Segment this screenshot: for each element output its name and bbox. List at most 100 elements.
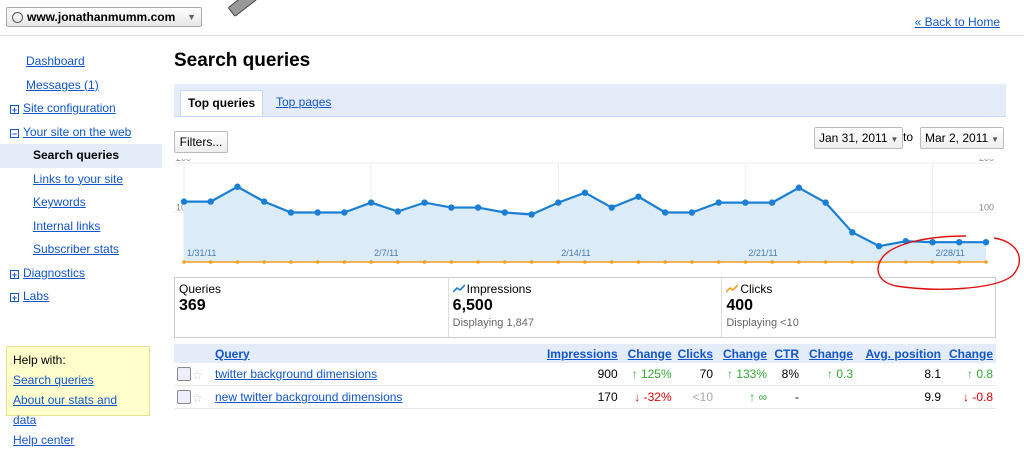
- query-cell[interactable]: new twitter background dimensions: [212, 385, 544, 409]
- impressions-point: [555, 199, 562, 206]
- col-clicks-change[interactable]: Change: [716, 344, 770, 363]
- sidebar-item-subscriber-stats[interactable]: Subscriber stats: [0, 238, 162, 262]
- table-header-row: Query Impressions Change Clicks Change C…: [174, 344, 996, 363]
- help-link-about-stats[interactable]: About our stats and data: [13, 393, 118, 427]
- sidebar-item-label[interactable]: Links to your site: [33, 171, 124, 186]
- clicks-point: [396, 260, 400, 264]
- clicks-sparkline-icon: [726, 284, 739, 293]
- sidebar-item-label[interactable]: Internal links: [33, 218, 101, 233]
- impressions-area: [184, 186, 986, 262]
- clicks-point: [182, 260, 186, 264]
- col-ctr[interactable]: CTR: [770, 344, 802, 363]
- impressions-point: [688, 209, 696, 216]
- clicks-point: [289, 260, 293, 264]
- impressions-point: [742, 199, 749, 206]
- avg-position-cell: 8.1: [856, 363, 944, 386]
- sidebar-item-messages[interactable]: Messages (1): [0, 74, 162, 98]
- impressions-point: [822, 199, 829, 206]
- impressions-point: [849, 229, 856, 236]
- sidebar-item-label[interactable]: Site configuration: [23, 101, 116, 115]
- sidebar-item-label[interactable]: Keywords: [33, 195, 86, 209]
- star-icon[interactable]: ☆: [192, 390, 203, 405]
- col-avg-position[interactable]: Avg. position: [856, 344, 944, 363]
- sidebar-item-diagnostics[interactable]: + Diagnostics: [0, 262, 162, 286]
- sidebar-item-label[interactable]: Labs: [23, 289, 50, 303]
- stat-queries: Queries 369: [175, 278, 449, 337]
- expand-icon[interactable]: +: [10, 293, 19, 303]
- clicks-point: [315, 260, 320, 264]
- col-ctr-change[interactable]: Change: [802, 344, 856, 363]
- star-icon[interactable]: ☆: [192, 367, 203, 382]
- impressions-point: [367, 199, 375, 206]
- expand-icon[interactable]: +: [10, 105, 19, 115]
- clicks-change-cell: ↑ ∞: [716, 385, 770, 409]
- help-link-help-center[interactable]: Help center: [13, 433, 75, 447]
- clicks-change-cell: ↑ 133%: [716, 363, 770, 386]
- stat-queries-value: 369: [179, 297, 206, 314]
- site-name: www.jonathanmumm.com: [27, 10, 176, 24]
- clicks-point: [984, 260, 988, 264]
- sidebar-item-dashboard[interactable]: Dashboard: [0, 50, 162, 74]
- clicks-point: [930, 260, 935, 264]
- query-cell[interactable]: twitter background dimensions: [212, 363, 544, 386]
- clicks-point: [957, 260, 962, 264]
- sidebar-item-keywords[interactable]: Keywords: [0, 191, 162, 215]
- sidebar-item-your-site-on-the-web[interactable]: − Your site on the web: [0, 121, 162, 145]
- sidebar-item-label[interactable]: Subscriber stats: [33, 242, 120, 256]
- magnifier-icon[interactable]: [177, 366, 191, 381]
- sidebar-item-label[interactable]: Your site on the web: [23, 124, 132, 139]
- impressions-point: [875, 242, 883, 250]
- expand-icon[interactable]: +: [10, 269, 19, 280]
- sidebar-item-label[interactable]: Messages (1): [26, 77, 99, 92]
- date-to-value: Mar 2, 2011: [925, 131, 989, 145]
- clicks-point: [208, 260, 213, 264]
- impressions-point: [314, 209, 321, 216]
- collapse-icon[interactable]: −: [10, 128, 19, 139]
- clicks-point: [636, 260, 641, 264]
- impressions-point: [421, 199, 428, 206]
- stat-clicks[interactable]: Clicks 400 Displaying <10: [722, 278, 995, 337]
- impressions-point: [929, 239, 936, 246]
- site-selector[interactable]: www.jonathanmumm.com ▼: [6, 7, 202, 27]
- clicks-point: [529, 260, 534, 264]
- tab-top-queries[interactable]: Top queries: [180, 90, 264, 116]
- impressions-point: [768, 199, 776, 206]
- tab-top-pages[interactable]: Top pages: [276, 95, 332, 109]
- x-tick-label: 2/21/11: [748, 248, 777, 258]
- sidebar-item-label[interactable]: Diagnostics: [23, 265, 86, 280]
- clicks-point: [609, 260, 614, 264]
- stat-impressions[interactable]: Impressions 6,500 Displaying 1,847: [449, 278, 723, 337]
- col-clicks[interactable]: Clicks: [674, 344, 716, 363]
- x-tick-label: 2/14/11: [561, 248, 590, 258]
- date-from-select[interactable]: Jan 31, 2011 ▼: [814, 127, 904, 149]
- y-tick-label-left: 200: [176, 159, 191, 163]
- col-impressions-change[interactable]: Change: [620, 344, 675, 363]
- clicks-point: [449, 260, 454, 264]
- filters-button[interactable]: Filters...: [174, 131, 228, 153]
- impressions-sparkline-icon: [452, 284, 465, 293]
- sidebar-item-search-queries[interactable]: Search queries: [0, 144, 162, 168]
- col-position-change[interactable]: Change: [944, 344, 996, 363]
- clicks-point: [797, 260, 801, 264]
- back-to-home-link[interactable]: « Back to Home: [914, 15, 1000, 29]
- col-impressions[interactable]: Impressions: [543, 344, 621, 363]
- date-to-select[interactable]: Mar 2, 2011 ▼: [920, 127, 1005, 149]
- sidebar-item-site-configuration[interactable]: + Site configuration: [0, 97, 162, 121]
- chevron-down-icon: ▼: [890, 135, 899, 144]
- clicks-point: [743, 260, 748, 264]
- clicks-point: [663, 260, 667, 264]
- sidebar-item-labs[interactable]: + Labs: [0, 285, 162, 309]
- impressions-point: [448, 204, 455, 211]
- magnifier-icon[interactable]: [177, 389, 191, 404]
- clicks-cell: <10: [674, 385, 716, 409]
- help-link-search-queries[interactable]: Search queries: [13, 373, 94, 387]
- position-change-cell: ↑ 0.8: [944, 363, 996, 386]
- sidebar-item-internal-links[interactable]: Internal links: [0, 215, 162, 239]
- sidebar-item-links-to-your-site[interactable]: Links to your site: [0, 168, 162, 192]
- sidebar-item-label[interactable]: Dashboard: [26, 54, 85, 68]
- help-title: Help with:: [13, 353, 66, 367]
- clicks-point: [904, 260, 908, 264]
- col-query[interactable]: Query: [212, 344, 544, 363]
- impressions-cell: 170: [543, 385, 621, 409]
- x-tick-label: 1/31/11: [187, 248, 216, 258]
